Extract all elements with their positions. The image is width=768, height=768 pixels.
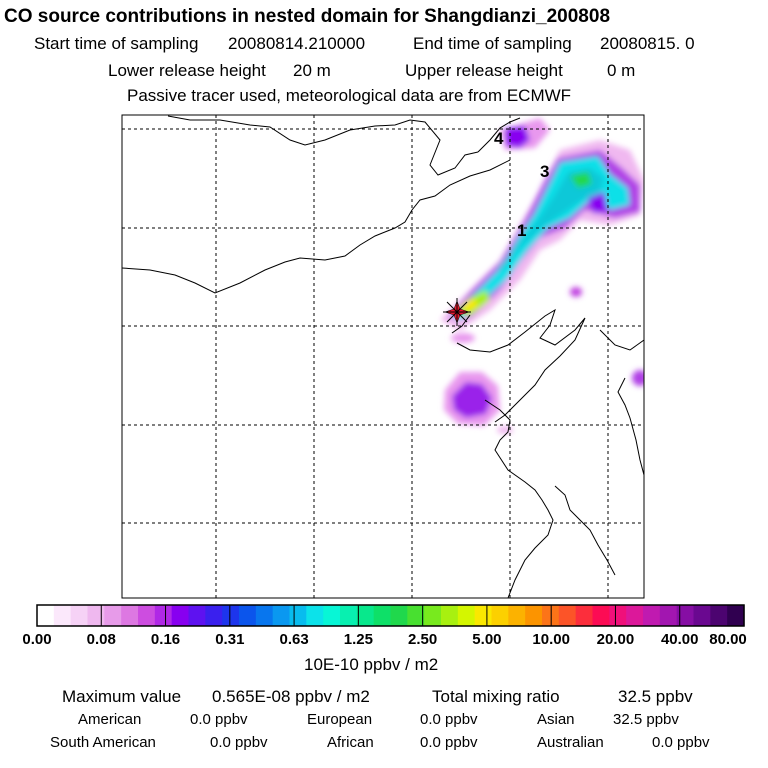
colorbar-tick-label: 0.63 xyxy=(279,631,309,648)
star-marker-icon xyxy=(443,298,471,326)
colorbar-cell xyxy=(508,605,526,626)
max-value: 0.565E-08 ppbv / m2 xyxy=(212,687,370,706)
colorbar-cell xyxy=(138,605,156,626)
colorbar-cell xyxy=(171,605,190,626)
australian-value: 0.0 ppbv xyxy=(652,734,710,751)
end-time-value: 20080815. 0 xyxy=(600,34,695,53)
colorbar-cell xyxy=(424,605,442,626)
start-time-value: 20080814.210000 xyxy=(228,34,366,53)
colorbar-cell xyxy=(154,605,173,626)
colorbar-cell xyxy=(575,605,594,626)
colorbar-cell xyxy=(626,605,644,626)
total-mixing-value: 32.5 ppbv xyxy=(618,687,693,706)
end-time-label: End time of sampling xyxy=(413,34,572,53)
colorbar-cell xyxy=(441,605,459,626)
colorbar-cell xyxy=(457,605,476,626)
cluster-label-1: 1 xyxy=(517,221,526,240)
colorbar-cell xyxy=(390,605,408,626)
colorbar-cell xyxy=(87,605,105,626)
total-mixing-label: Total mixing ratio xyxy=(432,687,560,706)
cluster-label-3: 3 xyxy=(540,162,549,181)
colorbar-tick-label: 20.00 xyxy=(596,631,635,648)
african-value: 0.0 ppbv xyxy=(420,734,478,751)
colorbar-tick-label: 2.50 xyxy=(408,631,438,648)
upper-release-value: 0 m xyxy=(607,61,636,80)
colorbar-cell xyxy=(37,605,55,626)
colorbar-cell xyxy=(323,605,341,626)
colorbar-cell xyxy=(727,605,745,626)
colorbar-unit: 10E-10 ppbv / m2 xyxy=(304,655,439,674)
colorbar xyxy=(36,604,745,627)
colorbar-cell xyxy=(407,605,425,626)
european-label: European xyxy=(307,711,373,728)
colorbar-cell xyxy=(289,605,307,626)
colorbar-cell xyxy=(558,605,577,626)
cluster-label-4: 4 xyxy=(494,129,504,148)
colorbar-cell xyxy=(525,605,543,626)
colorbar-cell xyxy=(104,605,122,626)
colorbar-tick-label: 0.00 xyxy=(22,631,52,648)
colorbar-cell xyxy=(272,605,291,626)
map-frame xyxy=(121,114,645,599)
colorbar-cell xyxy=(659,605,678,626)
colorbar-cell xyxy=(609,605,627,626)
colorbar-tick-label: 80.00 xyxy=(709,631,747,648)
colorbar-cell xyxy=(643,605,661,626)
colorbar-tick-label: 0.31 xyxy=(215,631,245,648)
colorbar-tick-label: 0.16 xyxy=(150,631,181,648)
colorbar-cell xyxy=(222,605,240,626)
lower-release-value: 20 m xyxy=(293,61,331,80)
concentration-field xyxy=(440,118,644,434)
colorbar-tick-label: 1.25 xyxy=(343,631,373,648)
south-american-value: 0.0 ppbv xyxy=(210,734,268,751)
colorbar-cell xyxy=(70,605,89,626)
australian-label: Australian xyxy=(537,734,604,751)
european-value: 0.0 ppbv xyxy=(420,711,478,728)
map-panel: 4 3 1 xyxy=(121,114,645,599)
colorbar-cell xyxy=(356,605,375,626)
asian-label: Asian xyxy=(537,711,575,728)
colorbar-cell xyxy=(255,605,274,626)
colorbar-cell xyxy=(53,605,72,626)
colorbar-tick-label: 5.00 xyxy=(472,631,502,648)
coastlines xyxy=(122,115,644,598)
colorbar-cell xyxy=(306,605,324,626)
lower-release-label: Lower release height xyxy=(108,61,266,80)
colorbar-cell xyxy=(188,605,206,626)
colorbar-tick-label: 40.00 xyxy=(660,631,699,648)
colorbar-cell xyxy=(205,605,223,626)
asian-value: 32.5 ppbv xyxy=(613,711,679,728)
tracer-note: Passive tracer used, meteorological data… xyxy=(127,86,572,105)
upper-release-label: Upper release height xyxy=(405,61,563,80)
colorbar-tick-label: 10.00 xyxy=(532,631,570,648)
colorbar-cell xyxy=(592,605,610,626)
south-american-label: South American xyxy=(50,734,156,751)
colorbar-cell xyxy=(239,605,257,626)
max-value-label: Maximum value xyxy=(62,687,182,706)
african-label: African xyxy=(327,734,374,751)
colorbar-cell xyxy=(710,605,728,626)
colorbar-cell xyxy=(373,605,392,626)
colorbar-cell xyxy=(693,605,711,626)
colorbar-cell xyxy=(474,605,493,626)
start-time-label: Start time of sampling xyxy=(34,34,199,53)
colorbar-cell xyxy=(340,605,358,626)
colorbar-tick-label: 0.08 xyxy=(86,631,116,648)
lat-lon-grid xyxy=(122,115,644,598)
colorbar-cell xyxy=(491,605,509,626)
colorbar-cell xyxy=(121,605,139,626)
american-label: American xyxy=(78,711,142,728)
plot-title: CO source contributions in nested domain… xyxy=(4,6,611,27)
american-value: 0.0 ppbv xyxy=(190,711,248,728)
colorbar-cell xyxy=(676,605,695,626)
